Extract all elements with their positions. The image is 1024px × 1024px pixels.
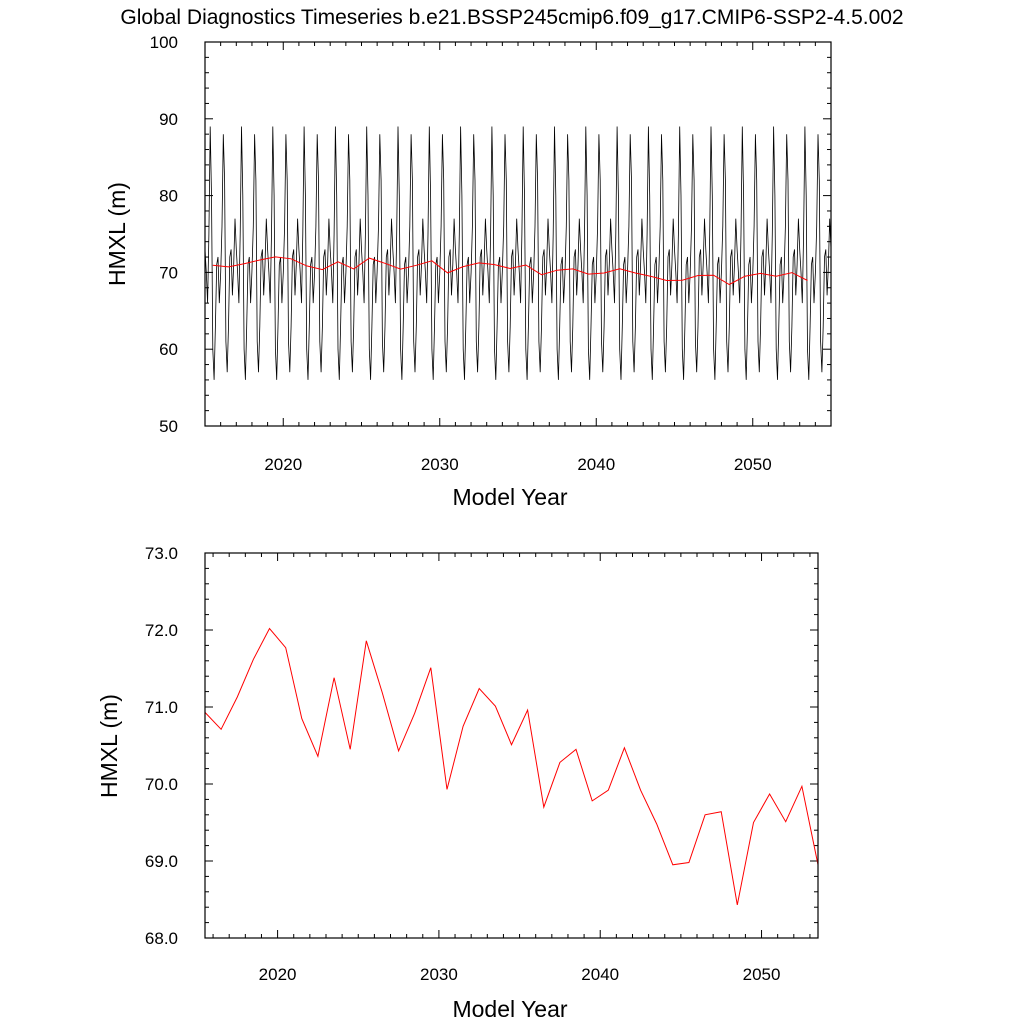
- top-series-annual-line: [212, 256, 808, 286]
- top-y-tick-label: 70: [159, 263, 178, 282]
- top-x-tick-label: 2040: [577, 455, 615, 474]
- top-y-tick-label: 90: [159, 110, 178, 129]
- bottom-y-tick-label: 73.0: [145, 544, 178, 563]
- bottom-x-tick-label: 2030: [420, 965, 458, 984]
- top-x-axis-label: Model Year: [452, 484, 567, 510]
- bottom-x-axis-label: Model Year: [452, 996, 567, 1022]
- bottom-series-annual-line: [205, 627, 818, 905]
- top-y-tick-label: 100: [150, 33, 178, 52]
- figure-title: Global Diagnostics Timeseries b.e21.BSSP…: [120, 6, 903, 29]
- top-y-tick-label: 80: [159, 187, 178, 206]
- top-x-tick-label: 2030: [421, 455, 459, 474]
- bottom-panel: Model Year HMXL (m) 2020 2030 2040 2050 68.0…: [96, 544, 819, 1022]
- top-plot-frame: [204, 41, 832, 427]
- bottom-plot-frame: [204, 552, 819, 939]
- top-x-tick-label: 2050: [734, 455, 772, 474]
- bottom-x-tick-label: 2020: [259, 965, 297, 984]
- top-panel: Model Year HMXL (m) 2020 2030 2040 2050 50 60…: [104, 33, 832, 510]
- bottom-y-tick-label: 71.0: [145, 698, 178, 717]
- bottom-y-axis-label: HMXL (m): [96, 694, 122, 798]
- bottom-x-tick-label: 2050: [743, 965, 781, 984]
- top-y-tick-label: 60: [159, 340, 178, 359]
- bottom-y-tick-label: 68.0: [145, 929, 178, 948]
- top-y-axis-label: HMXL (m): [104, 182, 130, 286]
- bottom-x-tick-label: 2040: [581, 965, 619, 984]
- bottom-y-tick-label: 72.0: [145, 621, 178, 640]
- top-series-monthly-line: [205, 126, 831, 380]
- bottom-y-tick-label: 69.0: [145, 852, 178, 871]
- bottom-y-tick-label: 70.0: [145, 775, 178, 794]
- top-y-tick-label: 50: [159, 417, 178, 436]
- top-x-tick-label: 2020: [264, 455, 302, 474]
